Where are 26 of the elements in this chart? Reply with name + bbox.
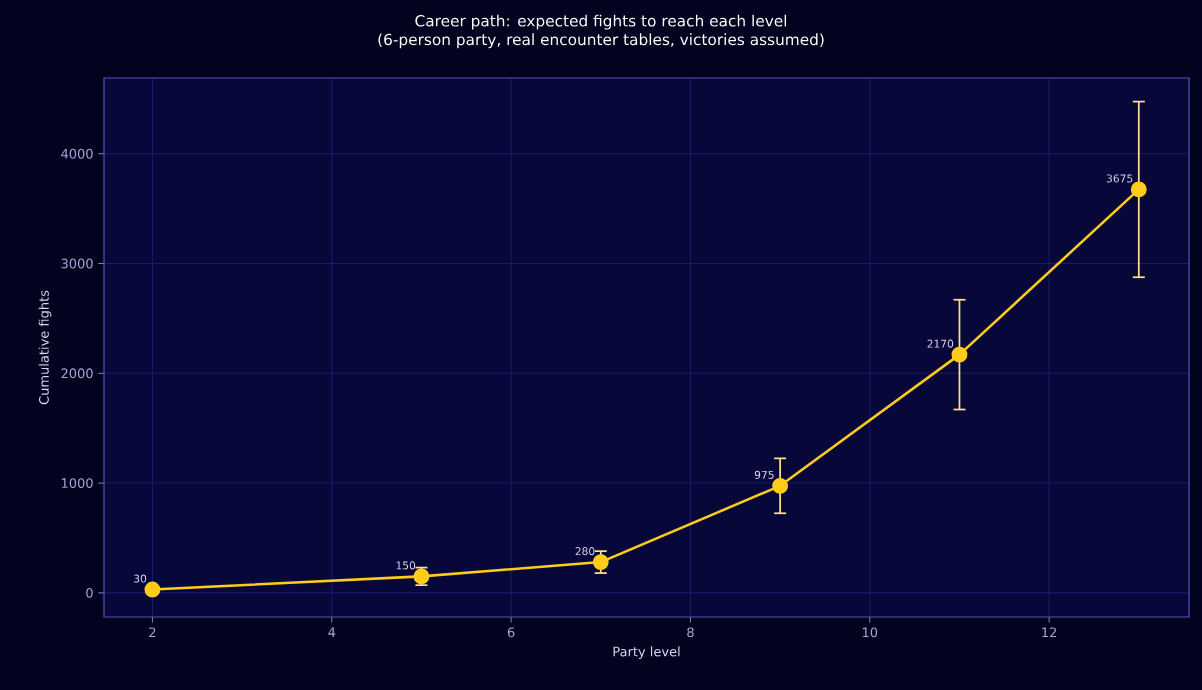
point [772,477,789,494]
chart-title: Career path: expected fights to reach each level [415,14,787,30]
y-tick-label: 2000 [61,368,93,379]
point [951,346,968,363]
y-axis-title: Cumulative fights [38,290,52,405]
y-tick-label: 0 [86,587,93,598]
point [1130,181,1147,198]
x-tick-label: 12 [1042,627,1057,638]
x-tick-label: 10 [862,627,878,638]
point [592,554,609,571]
x-tick-label: 6 [507,627,515,638]
x-tick-label: 8 [687,627,694,638]
chart-subtitle: (6-person party, real encounter tables, victories assumed) [378,33,824,49]
data-label: 3675 [1106,174,1133,183]
point [144,581,161,598]
data-label: 975 [754,470,774,479]
x-tick-label: 4 [328,627,336,637]
y-tick-label: 3000 [61,258,93,269]
x-axis-title: Party level [613,646,680,659]
y-tick-label: 1000 [61,478,93,488]
y-tick-label: 4000 [61,148,93,159]
x-tick-label: 2 [149,627,156,638]
data-label: 280 [575,547,595,556]
data-label: 30 [134,574,147,583]
data-label: 150 [396,561,416,570]
data-label: 2170 [927,339,954,348]
